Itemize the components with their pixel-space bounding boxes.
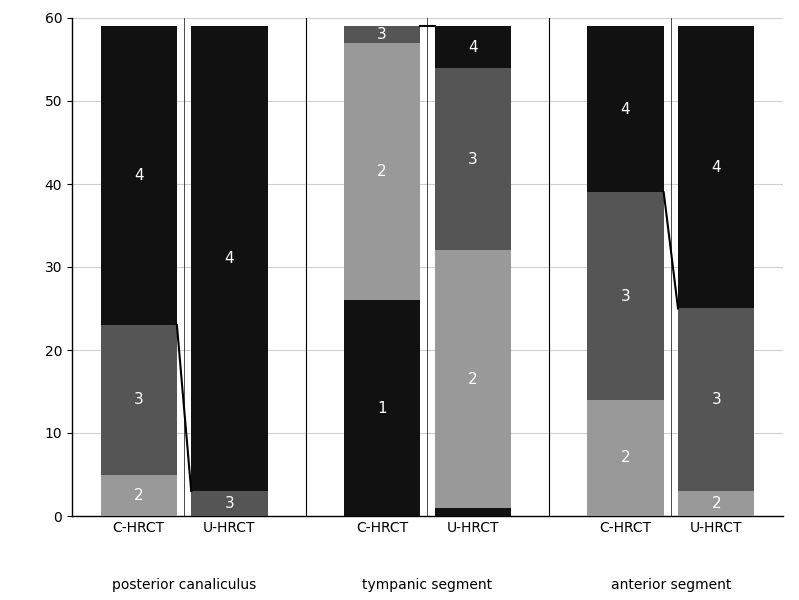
Text: 2: 2	[711, 496, 721, 511]
Text: 3: 3	[377, 27, 387, 42]
Bar	[435, 26, 511, 68]
Text: 2: 2	[621, 451, 630, 466]
Text: 4: 4	[621, 102, 630, 117]
Bar	[344, 26, 420, 43]
Text: 1: 1	[377, 401, 387, 416]
Text: 2: 2	[468, 371, 478, 386]
Bar	[678, 491, 754, 516]
Bar	[101, 475, 177, 516]
Text: 3: 3	[621, 289, 630, 304]
Bar	[587, 400, 664, 516]
Bar	[678, 308, 754, 491]
Text: 3: 3	[134, 392, 144, 407]
Bar	[101, 26, 177, 325]
Text: 3: 3	[468, 152, 478, 167]
Bar	[435, 508, 511, 516]
Bar	[344, 300, 420, 516]
Bar	[435, 250, 511, 508]
Bar	[101, 325, 177, 475]
Bar	[435, 68, 511, 250]
Text: 2: 2	[134, 488, 144, 503]
Text: 3: 3	[711, 392, 721, 407]
Bar	[344, 43, 420, 300]
Bar	[678, 26, 754, 308]
Text: anterior segment: anterior segment	[610, 578, 731, 592]
Text: 4: 4	[134, 168, 144, 183]
Bar	[191, 26, 268, 491]
Bar	[191, 491, 268, 516]
Text: posterior canaliculus: posterior canaliculus	[112, 578, 256, 592]
Text: 4: 4	[468, 40, 478, 55]
Bar	[587, 192, 664, 400]
Bar	[587, 26, 664, 192]
Text: 4: 4	[711, 160, 721, 175]
Text: 2: 2	[377, 164, 387, 179]
Text: 4: 4	[225, 251, 234, 266]
Text: tympanic segment: tympanic segment	[363, 578, 492, 592]
Text: 3: 3	[225, 496, 234, 511]
